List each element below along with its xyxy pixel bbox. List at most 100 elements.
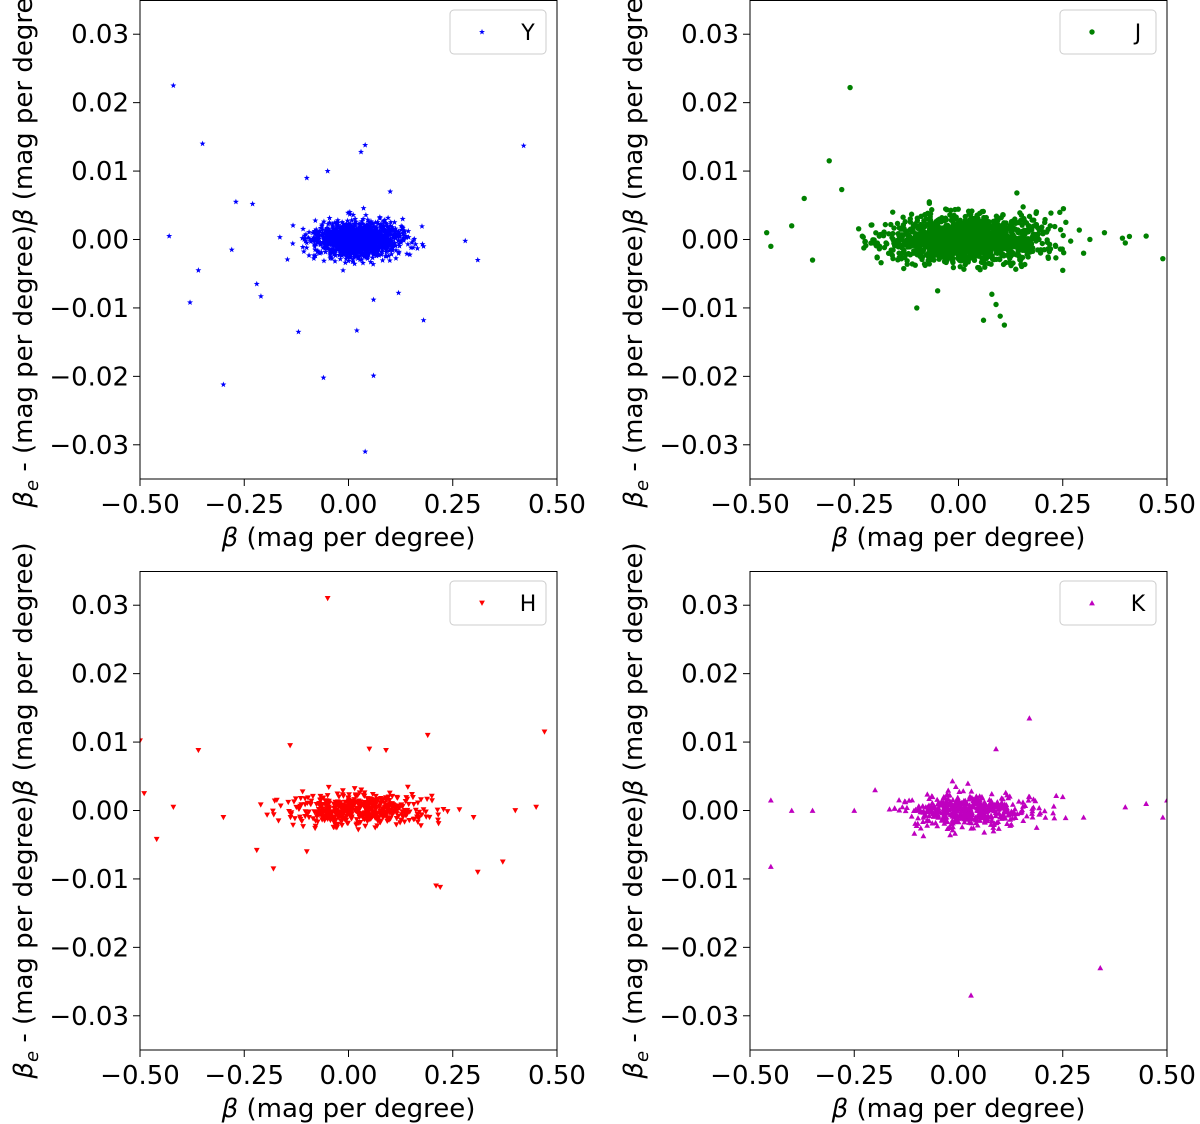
- data-point: [926, 808, 933, 814]
- data-point: [306, 252, 313, 258]
- data-point: [373, 224, 380, 231]
- x-tick-label: 0.25: [424, 1061, 482, 1091]
- data-point: [295, 328, 302, 335]
- y-tick-label: −0.02: [659, 362, 739, 392]
- data-point: [386, 247, 393, 254]
- data-point: [352, 218, 359, 225]
- data-point: [360, 215, 367, 222]
- data-point: [338, 239, 344, 246]
- data-point: [372, 806, 379, 813]
- data-point: [381, 226, 388, 233]
- data-point: [1029, 810, 1035, 816]
- data-point: [335, 222, 341, 229]
- data-point: [352, 242, 359, 249]
- data-point: [389, 244, 396, 251]
- data-point: [917, 825, 924, 831]
- data-point: [351, 245, 358, 252]
- data-point: [420, 807, 427, 813]
- x-tick-label: 0.50: [1138, 1061, 1196, 1091]
- data-point: [982, 244, 988, 251]
- data-point: [1012, 814, 1019, 820]
- data-point: [220, 381, 227, 388]
- data-point: [392, 242, 399, 249]
- data-point: [1017, 210, 1023, 216]
- y-tick-label: 0.02: [71, 89, 129, 119]
- data-point: [353, 817, 360, 823]
- legend-label: Y: [520, 21, 535, 46]
- x-axis-label: β (mag per degree): [831, 523, 1086, 553]
- data-point: [304, 800, 311, 806]
- data-point: [949, 827, 956, 833]
- data-point: [977, 797, 983, 803]
- data-point: [920, 814, 927, 820]
- data-point: [381, 235, 388, 241]
- data-point: [393, 247, 399, 253]
- data-point: [344, 254, 351, 260]
- data-point: [976, 253, 982, 259]
- data-point: [399, 236, 406, 242]
- data-point: [993, 245, 1000, 251]
- x-tick-label: −0.25: [814, 490, 894, 520]
- data-point: [1012, 806, 1018, 812]
- data-point: [373, 230, 380, 237]
- data-point: [383, 747, 389, 754]
- data-point: [960, 248, 966, 255]
- data-point: [1001, 322, 1008, 328]
- data-point: [362, 250, 369, 257]
- data-point: [965, 226, 972, 232]
- data-point: [1000, 812, 1007, 818]
- data-point: [357, 239, 364, 245]
- data-point: [380, 244, 387, 250]
- data-point: [398, 239, 405, 246]
- data-point: [1047, 223, 1053, 229]
- data-point: [1097, 964, 1104, 971]
- data-point: [921, 261, 928, 267]
- data-point: [342, 799, 349, 805]
- data-point: [933, 810, 940, 816]
- data-point: [924, 804, 931, 810]
- data-point: [339, 815, 346, 821]
- data-point: [968, 788, 975, 794]
- data-point: [953, 800, 960, 806]
- data-point: [874, 255, 880, 261]
- data-point: [384, 223, 391, 230]
- y-tick-label: −0.02: [49, 933, 129, 963]
- data-point: [901, 265, 907, 272]
- data-point: [355, 810, 362, 817]
- data-point: [389, 242, 396, 248]
- data-point: [392, 234, 399, 240]
- data-point: [345, 249, 351, 256]
- y-tick-label: 0.02: [681, 660, 739, 690]
- data-point: [364, 806, 371, 813]
- data-point: [968, 813, 975, 819]
- y-tick-label: 0.00: [71, 226, 129, 256]
- y-tick-label: −0.01: [659, 294, 739, 324]
- data-point: [349, 247, 356, 253]
- y-axis-label: βe - (mag per degree)β (mag per degree): [9, 542, 43, 1079]
- data-point: [901, 798, 908, 804]
- data-point: [368, 218, 374, 224]
- data-point: [408, 244, 415, 251]
- data-point: [337, 229, 344, 236]
- data-point: [380, 224, 387, 230]
- data-point: [405, 228, 412, 234]
- data-point: [402, 798, 409, 805]
- scatter-points: [763, 84, 1166, 328]
- data-point: [924, 791, 931, 797]
- data-point: [1029, 245, 1036, 251]
- x-axis-label: β (mag per degree): [221, 523, 476, 553]
- data-point: [1080, 814, 1087, 820]
- data-point: [356, 806, 363, 812]
- data-point: [339, 803, 346, 809]
- data-point: [993, 746, 999, 752]
- data-point: [381, 240, 388, 247]
- y-tick-label: −0.01: [49, 294, 129, 324]
- data-point: [1060, 206, 1067, 212]
- data-point: [972, 800, 978, 806]
- data-point: [342, 233, 349, 239]
- data-point: [276, 234, 283, 240]
- data-point: [1005, 794, 1012, 801]
- data-point: [392, 225, 399, 232]
- data-point: [1000, 212, 1006, 218]
- data-point: [334, 246, 341, 252]
